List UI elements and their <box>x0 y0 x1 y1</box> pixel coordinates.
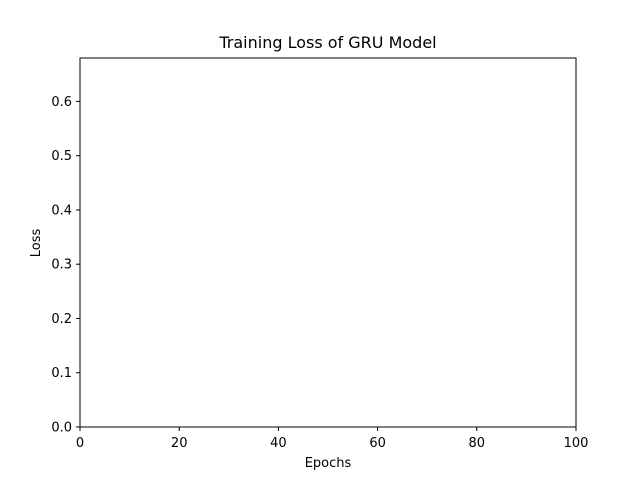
x-tick-label: 100 <box>564 436 589 451</box>
y-tick-label: 0.1 <box>51 366 72 381</box>
y-axis-label: Loss <box>29 229 44 258</box>
y-tick-label: 0.3 <box>51 258 72 273</box>
x-axis-label: Epochs <box>305 456 352 471</box>
x-tick-label: 20 <box>171 436 188 451</box>
y-tick-label: 0.2 <box>51 312 72 327</box>
x-tick-label: 0 <box>76 436 84 451</box>
x-tick-label: 40 <box>270 436 287 451</box>
y-tick-label: 0.6 <box>51 95 72 110</box>
y-tick-label: 0.4 <box>51 203 72 218</box>
chart-title: Training Loss of GRU Model <box>218 33 436 52</box>
ticks-layer: 0 20 40 60 80 100 0.0 0.1 0.2 0.3 0.4 0.5 0.6 <box>51 95 588 451</box>
x-tick-label: 60 <box>369 436 386 451</box>
y-tick-label: 0.0 <box>51 421 72 436</box>
plot-area-frame <box>79 57 577 428</box>
y-tick-label: 0.5 <box>51 149 72 164</box>
x-tick-label: 80 <box>469 436 486 451</box>
